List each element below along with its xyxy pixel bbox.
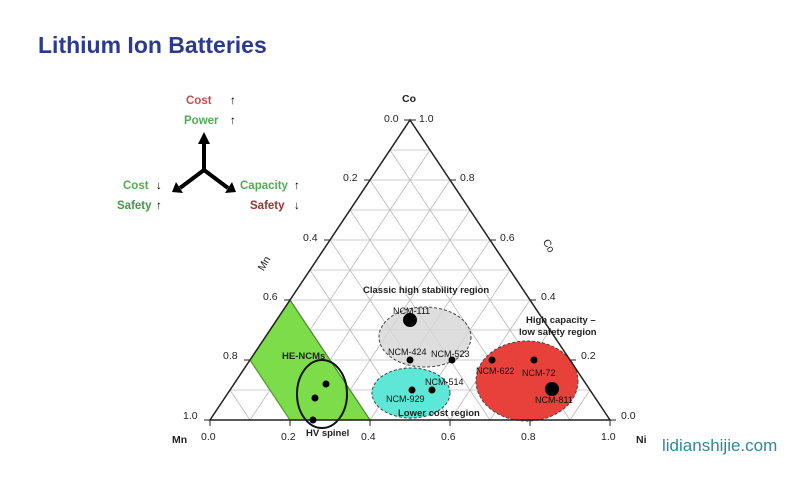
legend-left-0-arrow: ↓ — [156, 180, 162, 192]
base-tick-3: 0.6 — [441, 431, 456, 443]
classic-stability-ellipse — [378, 306, 472, 368]
left-tick-2: 0.6 — [263, 291, 278, 303]
right-tick-3: 0.2 — [581, 350, 596, 362]
hv-spinel-label: HV spinel — [306, 428, 349, 439]
legend-left-0: Cost — [123, 180, 149, 192]
base-tick-5: 1.0 — [601, 431, 616, 443]
legend-left-1-arrow: ↑ — [156, 200, 162, 212]
left-tick-4: 1.0 — [183, 410, 198, 422]
label-ncm-111: NCM-111 — [393, 306, 430, 316]
left-tick-0: 0.2 — [343, 172, 358, 184]
right-tick-4: 0.0 — [621, 410, 636, 422]
slide-title: Lithium Ion Batteries — [38, 32, 267, 58]
direction-arrows-icon — [172, 132, 236, 193]
axis-co-side: Co — [540, 237, 557, 255]
base-tick-2: 0.4 — [361, 431, 376, 443]
point-he-ncm-1 — [322, 380, 330, 388]
he-ncm-label: HE-NCMs — [282, 351, 325, 362]
label-ncm-424: NCM-424 — [388, 347, 427, 357]
he-ncm-inner-line — [249, 359, 291, 421]
point-ncm-424 — [406, 356, 414, 364]
legend-right-0-arrow: ↑ — [294, 180, 300, 192]
base-tick-1: 0.2 — [281, 431, 296, 443]
label-ncm-811: NCM-811 — [535, 395, 573, 405]
axis-mn-side: Mn — [256, 254, 274, 273]
left-tick-1: 0.4 — [303, 232, 318, 244]
label-ncm-929: NCM-929 — [386, 394, 425, 404]
axis-co-top: Co — [402, 93, 416, 105]
grid-line — [229, 389, 251, 421]
right-tick-1: 0.6 — [500, 232, 515, 244]
lower-cost-label: Lower cost region — [398, 408, 480, 419]
legend-right-0: Capacity — [240, 180, 289, 192]
apex-tick-right: 1.0 — [419, 113, 434, 125]
label-ncm-72: NCM-72 — [522, 368, 556, 378]
point-ncm-523 — [448, 356, 456, 364]
label-ncm-514: NCM-514 — [425, 377, 464, 387]
point-he-ncm-2 — [311, 394, 319, 402]
watermark: lidianshijie.com — [662, 436, 778, 455]
base-tick-4: 0.8 — [521, 431, 536, 443]
point-ncm-929 — [408, 386, 416, 394]
legend-top-1-arrow: ↑ — [230, 115, 236, 127]
legend-top-0-arrow: ↑ — [230, 95, 236, 107]
hv-spinel-ellipse — [296, 359, 348, 429]
left-tick-3: 0.8 — [223, 350, 238, 362]
classic-region-label: Classic high stability region — [363, 285, 489, 296]
right-tick-2: 0.4 — [541, 291, 556, 303]
legend-top-1: Power — [184, 115, 219, 127]
legend-right-1: Safety — [250, 200, 285, 212]
apex-tick-left: 0.0 — [384, 113, 399, 125]
axis-mn-corner: Mn — [172, 434, 187, 446]
right-tick-0: 0.8 — [460, 172, 475, 184]
label-ncm-622: NCM-622 — [476, 366, 515, 376]
point-ncm-514 — [428, 386, 436, 394]
high-capacity-label-1: High capacity – — [526, 315, 596, 326]
high-capacity-ellipse — [475, 340, 579, 422]
base-tick-0: 0.0 — [201, 431, 216, 443]
label-ncm-523: NCM-523 — [431, 349, 470, 359]
point-ncm-622 — [488, 356, 496, 364]
high-capacity-label-2: low safety region — [519, 327, 597, 338]
triangle-outline — [208, 118, 612, 421]
legend-top-0: Cost — [186, 95, 212, 107]
point-ncm-72 — [530, 356, 538, 364]
grid-line — [569, 389, 591, 421]
tick-marks — [204, 119, 616, 426]
point-ncm-811 — [545, 382, 559, 396]
point-hv-spinel — [309, 416, 317, 424]
point-ncm-111 — [403, 313, 417, 327]
axis-ni-corner: Ni — [636, 434, 647, 446]
legend-left-1: Safety — [117, 200, 152, 212]
legend-right-1-arrow: ↓ — [294, 200, 300, 212]
